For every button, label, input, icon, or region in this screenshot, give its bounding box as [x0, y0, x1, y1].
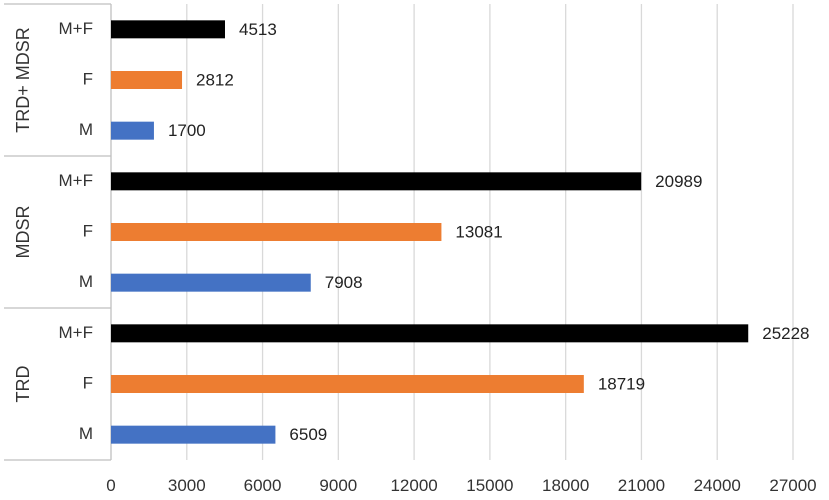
group-label: MDSR [13, 206, 33, 259]
x-tick-label: 24000 [694, 476, 741, 495]
data-label: 20989 [655, 172, 702, 191]
category-label: M [79, 120, 93, 139]
x-tick-label: 9000 [319, 476, 357, 495]
category-label: M [79, 424, 93, 443]
category-label: M+F [59, 171, 93, 190]
bar [111, 121, 154, 140]
gridlines [186, 4, 794, 460]
bar [111, 324, 749, 343]
x-tick-label: 0 [106, 476, 115, 495]
data-label: 18719 [598, 374, 645, 393]
data-label: 6509 [289, 425, 327, 444]
bar [111, 223, 442, 241]
bar [111, 425, 276, 444]
x-tick-label: 6000 [244, 476, 282, 495]
bars [111, 20, 749, 444]
bar [111, 20, 225, 39]
x-tick-label: 15000 [466, 476, 513, 495]
data-label: 25228 [762, 324, 809, 343]
category-label: M+F [59, 323, 93, 342]
x-tick-label: 18000 [542, 476, 589, 495]
data-label: 2812 [196, 70, 234, 89]
bar [111, 375, 584, 393]
data-label: 1700 [168, 121, 206, 140]
x-tick-label: 3000 [168, 476, 206, 495]
group-label: TRD+ MDSR [13, 27, 33, 133]
bar [111, 172, 642, 191]
category-label: F [83, 373, 93, 392]
labels: 0 3000 6000 9000 12000 15000 18000 21000 24000 27… [13, 19, 817, 495]
data-label: 4513 [239, 20, 277, 39]
category-label: F [83, 69, 93, 88]
x-tick-label: 27000 [769, 476, 816, 495]
category-label: M [79, 272, 93, 291]
x-tick-label: 21000 [618, 476, 665, 495]
category-label: F [83, 221, 93, 240]
bar [111, 273, 311, 292]
group-label: TRD [13, 366, 33, 403]
data-label: 13081 [455, 222, 502, 241]
data-label: 7908 [325, 273, 363, 292]
bar [111, 71, 183, 89]
x-tick-label: 12000 [390, 476, 437, 495]
category-label: M+F [59, 19, 93, 38]
